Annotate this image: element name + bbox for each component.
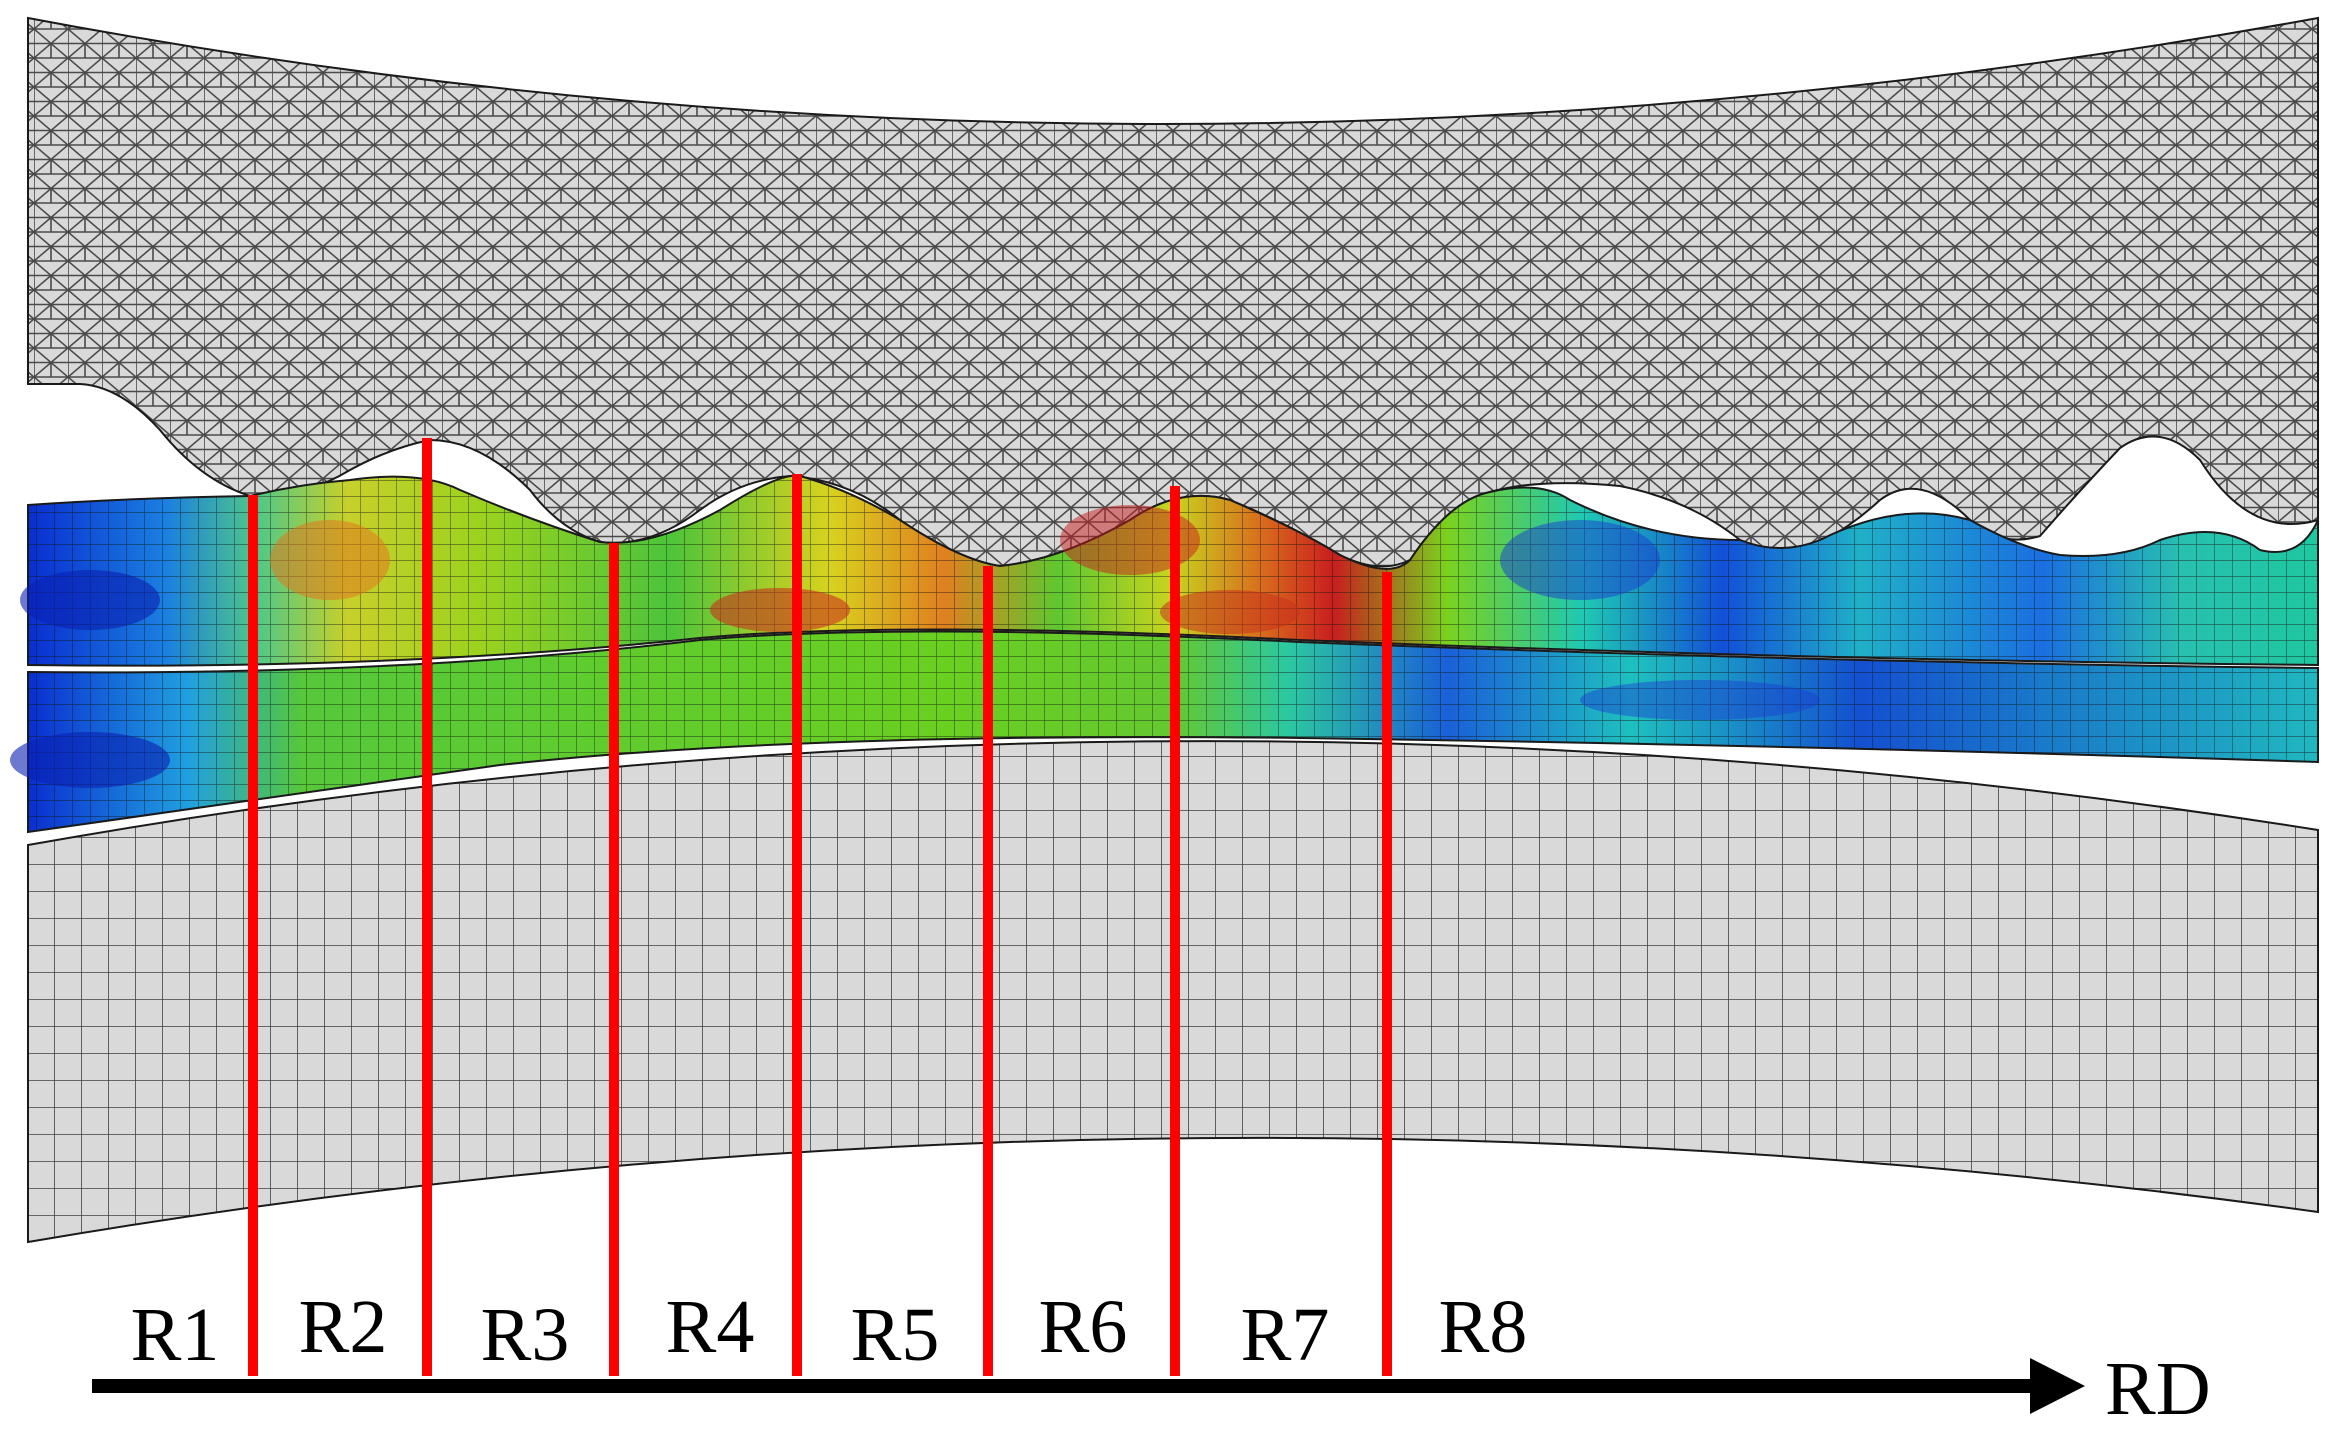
- direction-label: RD: [2105, 1347, 2211, 1431]
- region-label-r1: R1: [131, 1293, 220, 1377]
- arrow-right-icon: [92, 1358, 2085, 1414]
- upper-roll-mesh: [27, 16, 2319, 568]
- region-labels: R1 R2 R3 R4 R5 R6 R7 R8: [131, 1285, 1528, 1377]
- region-label-r3: R3: [481, 1293, 570, 1377]
- region-label-r8: R8: [1439, 1285, 1528, 1369]
- region-label-r6: R6: [1039, 1285, 1128, 1369]
- region-label-r2: R2: [299, 1285, 388, 1369]
- region-label-r7: R7: [1241, 1293, 1330, 1377]
- section-lines: [248, 438, 1392, 1376]
- region-label-r4: R4: [666, 1285, 755, 1369]
- region-label-r5: R5: [851, 1293, 940, 1377]
